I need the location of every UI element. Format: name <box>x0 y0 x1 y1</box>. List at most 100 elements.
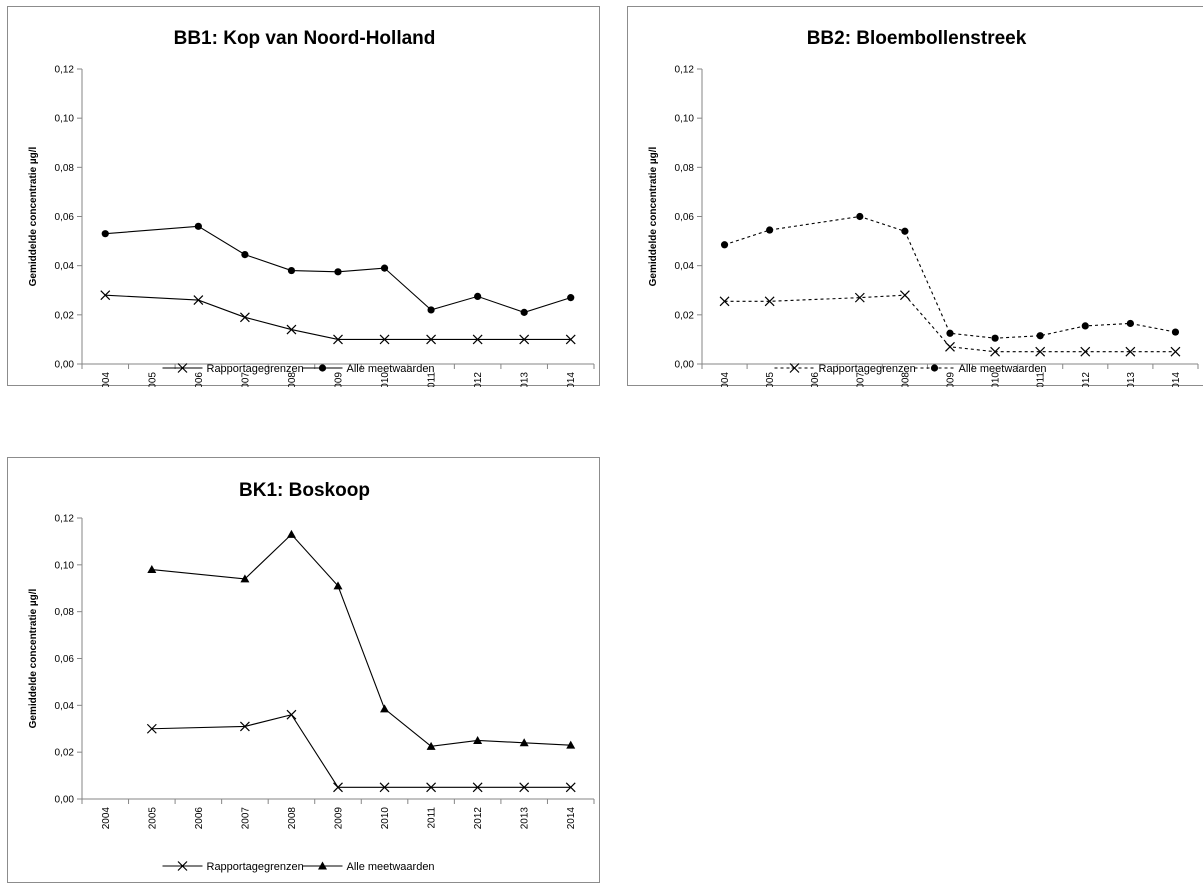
series-line-rapportagegrenzen-bb1 <box>105 294 571 340</box>
data-point-rapportagegrenzen <box>1080 346 1091 357</box>
data-point-alle-meetwaarden <box>333 581 343 590</box>
y-tick-label: 0,02 <box>55 748 75 759</box>
x-tick-label: 2007 <box>240 807 251 830</box>
y-axis-label-bb2: Gemiddelde concentratie µg/l <box>648 146 659 286</box>
data-point-alle-meetwaarden <box>856 212 864 221</box>
x-tick-label: 2008 <box>900 372 911 387</box>
chart-title-bb1: BB1: Kop van Noord-Holland <box>174 28 436 49</box>
data-point-rapportagegrenzen <box>945 341 955 352</box>
data-point-alle-meetwaarden <box>241 251 249 259</box>
chart-title-bk1: BK1: Boskoop <box>239 480 370 501</box>
data-point-alle-meetwaarden <box>194 222 202 230</box>
legend-marker <box>318 861 327 870</box>
x-tick-label: 2013 <box>520 807 531 830</box>
data-point-alle-meetwaarden <box>766 226 774 234</box>
data-point-rapportagegrenzen <box>426 334 437 345</box>
y-tick-label: 0,12 <box>675 65 695 76</box>
y-tick-label: 0,10 <box>55 114 75 125</box>
data-point-alle-meetwaarden <box>566 740 576 749</box>
x-tick-label: 2009 <box>334 807 345 830</box>
x-tick-label: 2011 <box>1036 372 1047 387</box>
legend-label-alle-meetwaarden: Alle meetwaarden <box>347 363 435 375</box>
legend-marker <box>177 861 188 871</box>
data-point-rapportagegrenzen <box>472 334 483 345</box>
x-tick-label: 2010 <box>380 807 391 830</box>
data-point-alle-meetwaarden <box>101 230 109 238</box>
y-tick-label: 0,04 <box>675 261 695 272</box>
data-point-rapportagegrenzen <box>239 721 250 732</box>
data-point-rapportagegrenzen <box>239 312 250 323</box>
chart-svg-bk1: BK1: Boskoop Gemiddelde concentratie µg/l… <box>28 480 595 873</box>
y-tick-label: 0,08 <box>55 607 75 618</box>
y-tick-label: 0,00 <box>55 360 75 371</box>
legend-marker <box>930 364 939 372</box>
x-tick-label: 2005 <box>147 807 158 830</box>
data-point-rapportagegrenzen <box>1035 346 1046 357</box>
data-point-rapportagegrenzen <box>472 782 483 793</box>
x-tick-label: 2009 <box>946 372 957 387</box>
data-point-alle-meetwaarden <box>380 704 390 713</box>
legend-marker <box>177 363 188 373</box>
data-point-alle-meetwaarden <box>901 227 909 235</box>
x-tick-label: 2006 <box>810 372 821 387</box>
data-point-alle-meetwaarden <box>991 334 999 342</box>
data-point-alle-meetwaarden <box>240 574 250 583</box>
data-point-alle-meetwaarden <box>519 738 529 747</box>
data-point-rapportagegrenzen <box>719 296 730 307</box>
data-point-alle-meetwaarden <box>334 268 342 276</box>
data-point-rapportagegrenzen <box>519 334 530 345</box>
data-point-rapportagegrenzen <box>764 296 775 307</box>
data-point-rapportagegrenzen <box>1170 346 1181 357</box>
x-tick-label: 2011 <box>427 372 438 387</box>
x-tick-label: 2013 <box>520 372 531 387</box>
data-point-alle-meetwaarden <box>720 241 729 249</box>
x-tick-label: 2004 <box>720 372 731 387</box>
series-line-alle-meetwaarden-bb2 <box>724 215 1176 339</box>
y-tick-label: 0,00 <box>55 795 75 806</box>
legend-label-rapportagegrenzen: Rapportagegrenzen <box>207 861 304 873</box>
y-tick-label: 0,12 <box>55 65 75 76</box>
x-tick-label: 2014 <box>566 807 577 830</box>
x-tick-label: 2006 <box>194 807 205 830</box>
data-point-alle-meetwaarden <box>380 264 389 272</box>
chart-svg-bb1: BB1: Kop van Noord-Holland Gemiddelde con… <box>28 28 595 387</box>
y-tick-label: 0,06 <box>55 212 75 223</box>
series-line-rapportagegrenzen-bb2 <box>724 294 1176 353</box>
data-point-rapportagegrenzen <box>519 782 530 793</box>
y-tick-label: 0,10 <box>675 114 695 125</box>
data-point-rapportagegrenzen <box>426 782 437 793</box>
data-point-rapportagegrenzen <box>286 324 297 335</box>
data-point-rapportagegrenzen <box>193 295 204 306</box>
legend-label-alle-meetwaarden: Alle meetwaarden <box>347 861 435 873</box>
legend-marker <box>318 364 327 372</box>
x-tick-label: 2014 <box>566 372 577 387</box>
data-point-rapportagegrenzen <box>100 290 111 301</box>
data-point-alle-meetwaarden <box>946 329 954 337</box>
y-tick-label: 0,06 <box>675 212 695 223</box>
x-tick-label: 2008 <box>287 372 298 387</box>
data-point-rapportagegrenzen <box>565 782 576 793</box>
x-tick-label: 2012 <box>473 372 484 387</box>
x-tick-label: 2004 <box>101 807 112 830</box>
x-tick-label: 2006 <box>194 372 205 387</box>
y-tick-label: 0,02 <box>55 310 75 321</box>
x-tick-label: 2012 <box>1081 372 1092 387</box>
data-point-alle-meetwaarden <box>1036 332 1044 340</box>
data-point-alle-meetwaarden <box>520 308 528 316</box>
y-tick-label: 0,04 <box>55 701 75 712</box>
data-point-rapportagegrenzen <box>379 334 390 345</box>
data-point-rapportagegrenzen <box>286 709 297 720</box>
series-line-alle-meetwaarden-bk1 <box>151 533 571 747</box>
data-point-alle-meetwaarden <box>473 735 483 744</box>
y-axis-label-bb1: Gemiddelde concentratie µg/l <box>28 146 39 286</box>
data-point-alle-meetwaarden <box>427 306 435 314</box>
legend-label-rapportagegrenzen: Rapportagegrenzen <box>819 363 916 375</box>
data-point-alle-meetwaarden <box>567 294 575 302</box>
data-point-alle-meetwaarden <box>426 741 436 750</box>
data-point-alle-meetwaarden <box>1171 328 1180 336</box>
data-point-rapportagegrenzen <box>379 782 390 793</box>
x-tick-label: 2012 <box>473 807 484 830</box>
data-point-rapportagegrenzen <box>146 723 157 734</box>
x-tick-label: 2007 <box>240 372 251 387</box>
legend-label-alle-meetwaarden: Alle meetwaarden <box>959 363 1047 375</box>
